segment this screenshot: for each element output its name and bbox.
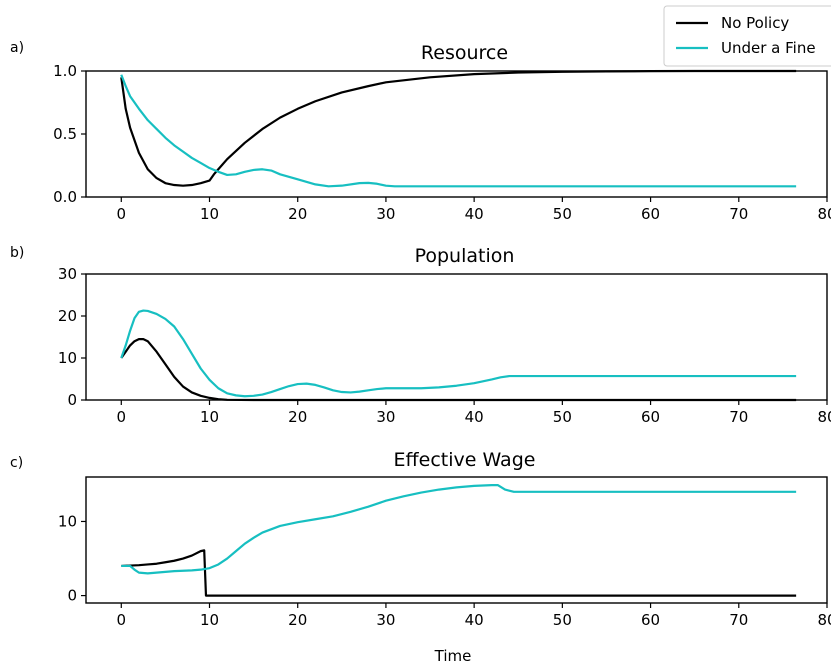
x-tick-label: 80	[817, 408, 831, 426]
panel-letter: c)	[10, 455, 23, 471]
x-tick-label: 80	[817, 611, 831, 629]
axes-frame	[85, 476, 828, 604]
x-tick-label: 50	[553, 408, 572, 426]
y-tick-label: 20	[58, 307, 77, 325]
x-tick-label: 70	[729, 205, 748, 223]
y-tick-label: 0.0	[53, 188, 77, 206]
x-tick-label: 0	[117, 205, 127, 223]
panel-letter: a)	[10, 40, 24, 56]
panel-title: Effective Wage	[394, 449, 536, 471]
x-tick-label: 20	[288, 205, 307, 223]
x-tick-label: 80	[817, 205, 831, 223]
y-tick-label: 30	[58, 265, 77, 283]
x-tick-label: 10	[200, 205, 219, 223]
y-tick-label: 10	[58, 349, 77, 367]
panel-2: b) Population 0 10 20 30 40 50 60 70 80 0 10 20 30	[10, 245, 831, 426]
panel-title: Resource	[421, 42, 508, 64]
x-tick-label: 60	[641, 408, 660, 426]
x-axis-label: Time	[434, 647, 472, 665]
y-tick-label: 1.0	[53, 62, 77, 80]
panel-title: Population	[415, 245, 515, 267]
series-line-no-policy	[120, 69, 797, 187]
x-tick-label: 30	[376, 408, 395, 426]
y-tick-label: 0	[67, 587, 77, 605]
x-tick-label: 70	[729, 611, 748, 629]
y-tick-label: 10	[58, 512, 77, 530]
x-tick-label: 50	[553, 611, 572, 629]
panel-letter: b)	[10, 245, 24, 261]
x-tick-label: 60	[641, 611, 660, 629]
x-tick-label: 40	[465, 408, 484, 426]
panel-1: a) Resource 0 10 20 30 40 50 60 70 80 0.0 0.5 1.0	[10, 40, 831, 223]
legend: No Policy Under a Fine	[663, 5, 831, 67]
x-tick-label: 10	[200, 408, 219, 426]
x-tick-label: 20	[288, 611, 307, 629]
series-line-no-policy	[121, 549, 797, 597]
series-line-under-a-fine	[120, 309, 797, 398]
x-tick-label: 20	[288, 408, 307, 426]
series-line-under-a-fine	[121, 484, 797, 575]
x-tick-label: 0	[117, 408, 127, 426]
x-tick-label: 0	[117, 611, 127, 629]
legend-entry-label: No Policy	[721, 14, 789, 32]
x-tick-label: 10	[200, 611, 219, 629]
x-tick-label: 40	[465, 611, 484, 629]
panels-layer: a) Resource 0 10 20 30 40 50 60 70 80 0.0 0.5 1.0 b) Po…	[10, 40, 831, 629]
x-tick-label: 30	[376, 611, 395, 629]
x-tick-label: 50	[553, 205, 572, 223]
axes-frame	[85, 70, 828, 198]
y-tick-label: 0	[67, 391, 77, 409]
axes-frame	[85, 273, 828, 401]
legend-box	[663, 5, 831, 67]
legend-entry-label: Under a Fine	[721, 39, 816, 57]
series-line-under-a-fine	[120, 74, 797, 188]
panel-3: c) Effective Wage 0 10 20 30 40 50 60 70 80 0 10	[10, 449, 831, 629]
x-tick-label: 70	[729, 408, 748, 426]
x-tick-label: 60	[641, 205, 660, 223]
x-tick-label: 30	[376, 205, 395, 223]
x-tick-label: 40	[465, 205, 484, 223]
y-tick-label: 0.5	[53, 125, 77, 143]
